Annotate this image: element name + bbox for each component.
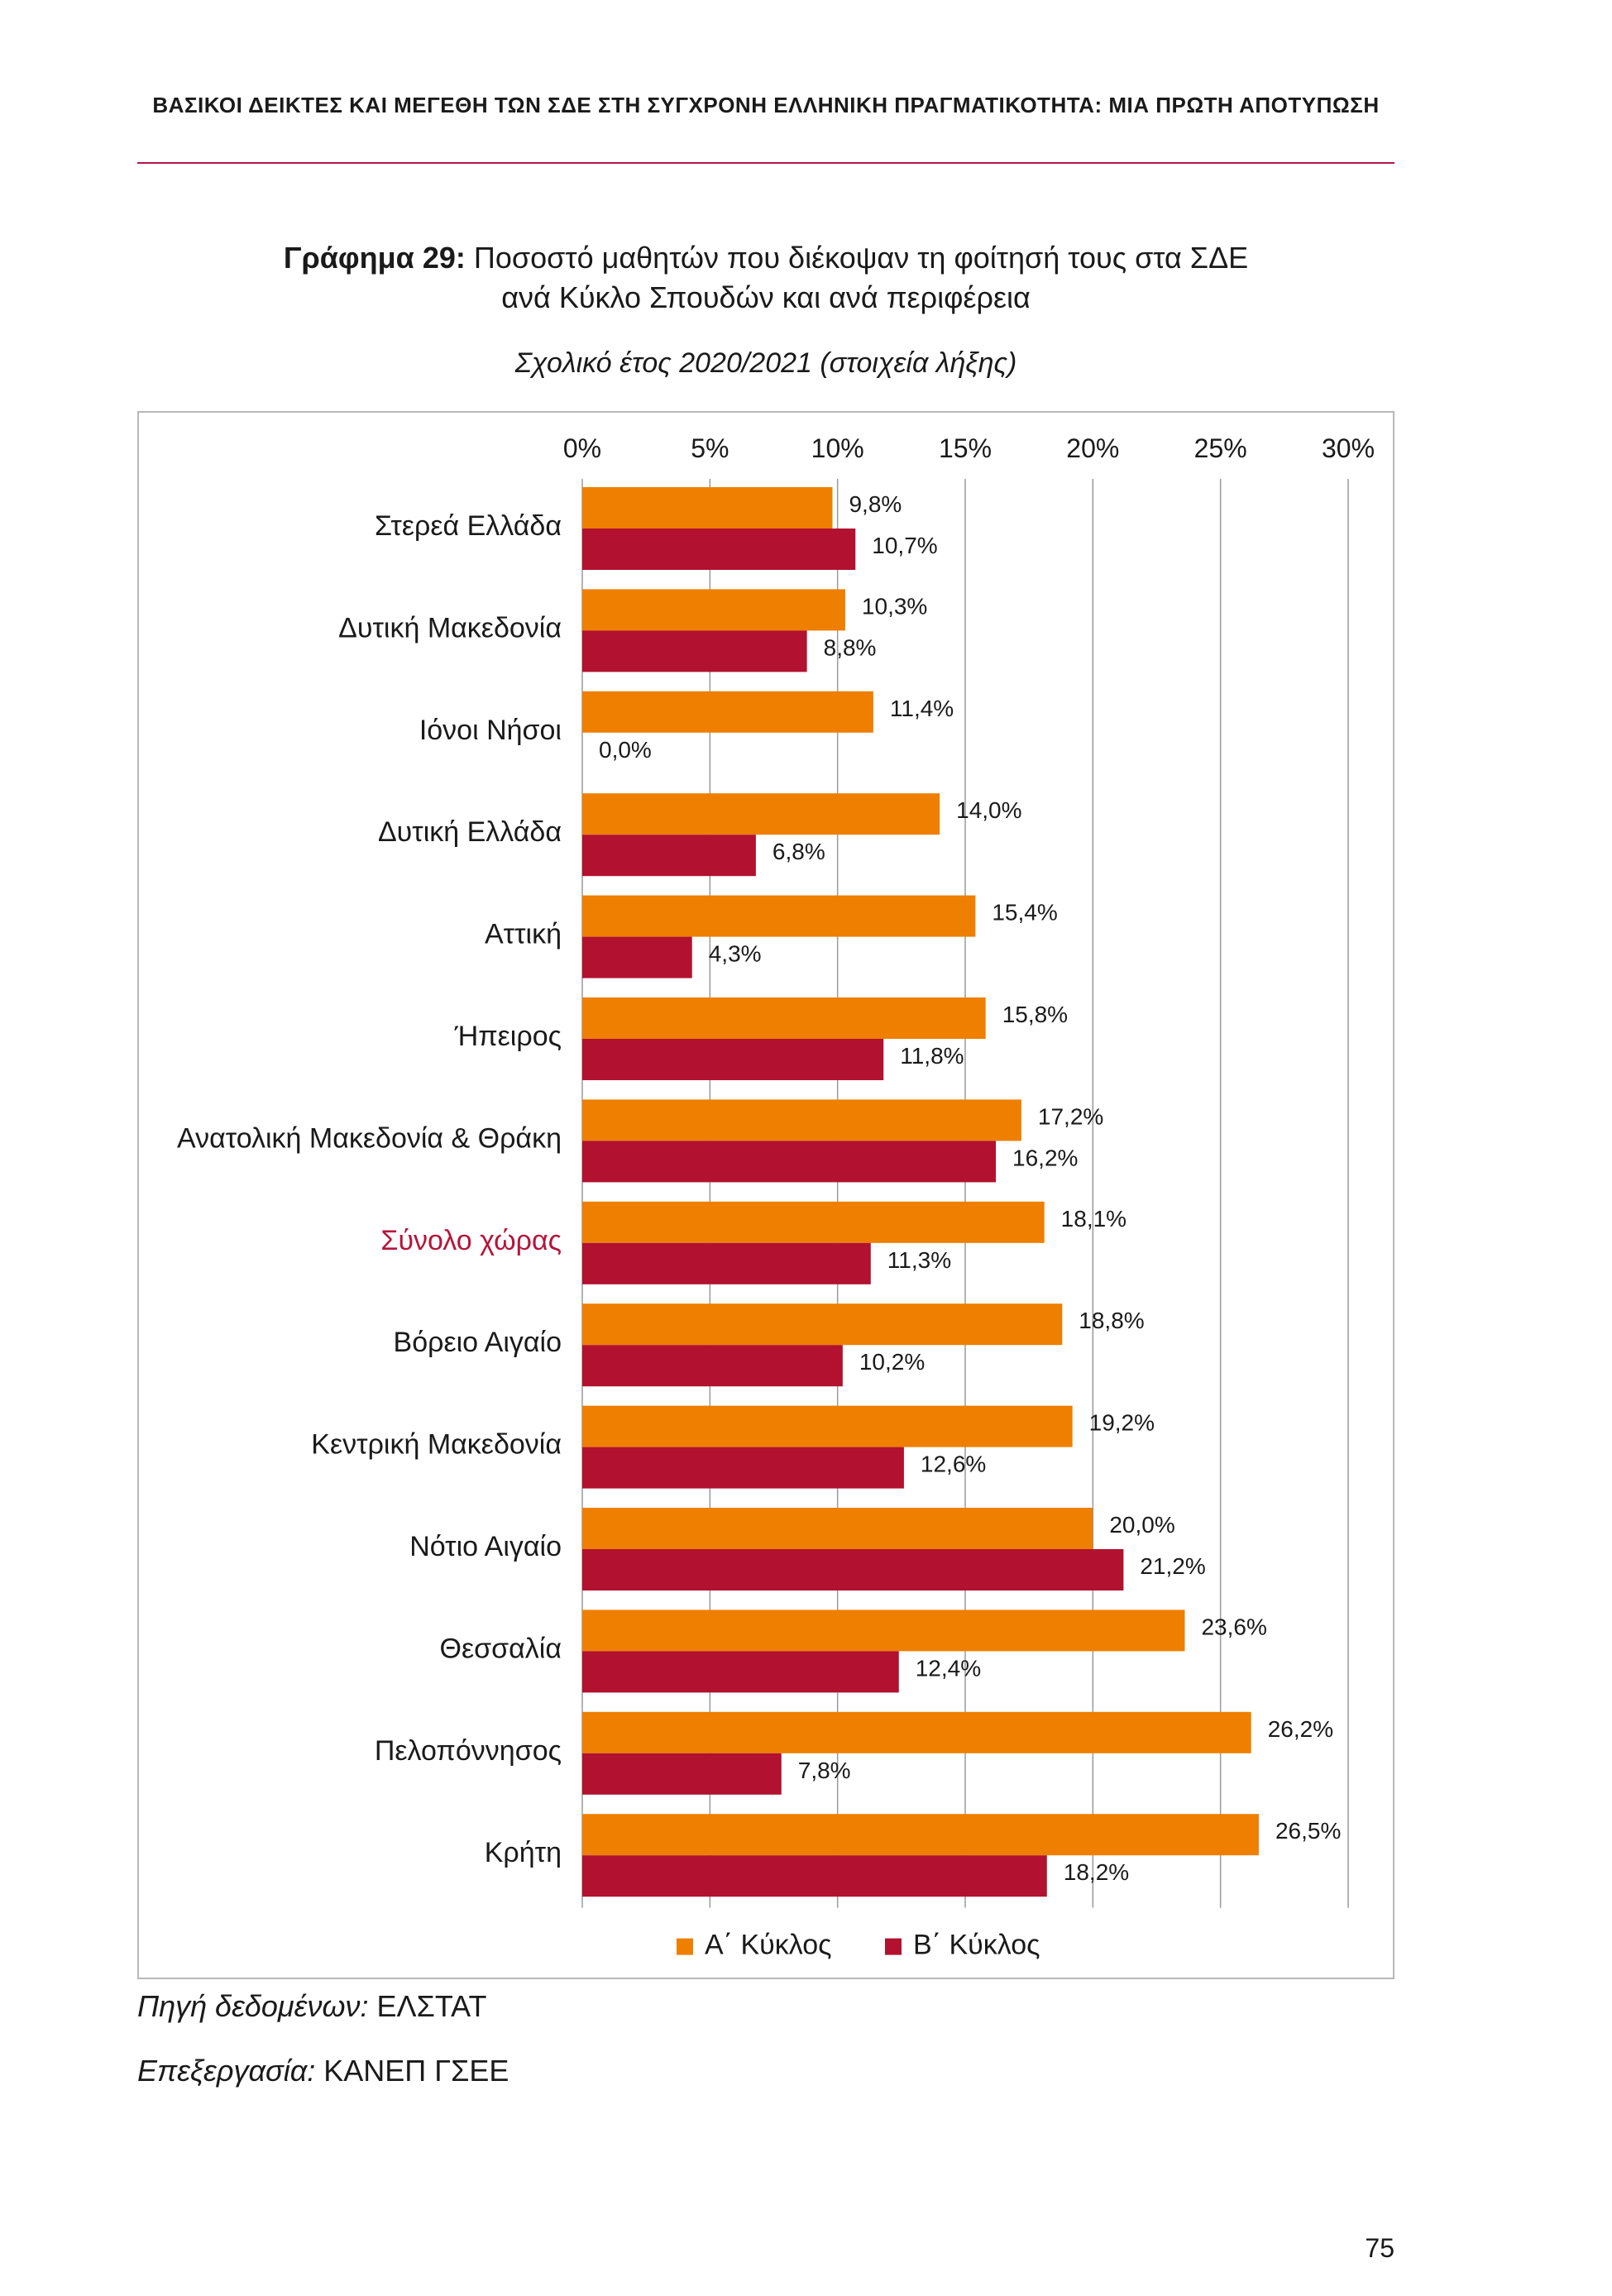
bar-cycle-a (582, 1814, 1259, 1856)
x-tick-label: 10% (811, 433, 864, 463)
data-label: 18,8% (1079, 1308, 1144, 1333)
bar-cycle-b (582, 1753, 782, 1795)
category-label: Κρήτη (485, 1837, 562, 1868)
data-label: 6,8% (773, 839, 825, 864)
legend-label: Β΄ Κύκλος (913, 1930, 1040, 1961)
category-label: Δυτική Ελλάδα (378, 816, 562, 848)
processing-label: Επεξεργασία: (137, 2054, 316, 2088)
bar-cycle-b (582, 1651, 899, 1693)
category-label: Πελοπόννησος (375, 1735, 562, 1767)
bar-cycle-b (582, 630, 807, 672)
bar-cycle-a (582, 589, 845, 631)
processing-value: ΚΑΝΕΠ ΓΣΕΕ (323, 2054, 509, 2088)
category-label: Ιόνοι Νήσοι (419, 715, 562, 746)
source-label: Πηγή δεδομένων: (137, 1989, 369, 2023)
bar-cycle-a (582, 487, 833, 529)
category-label: Ήπειρος (454, 1021, 562, 1052)
figure-title-line1: Ποσοστό μαθητών που διέκοψαν τη φοίτησή … (473, 241, 1249, 275)
figure-label: Γράφημα 29: (283, 241, 466, 275)
bar-chart: 0% 5% 10% 15% 20% 25% 30% Στερεά Ελλάδα 9,8% 10,7… (177, 433, 1375, 1961)
bar-cycle-b (582, 835, 756, 877)
data-label: 15,4% (992, 900, 1057, 926)
data-label: 10,2% (859, 1349, 925, 1375)
bar-cycle-a (582, 793, 940, 835)
data-label: 0,0% (599, 737, 652, 763)
category-label: Ανατολική Μακεδονία & Θράκη (177, 1122, 562, 1154)
data-label: 18,1% (1061, 1206, 1126, 1232)
legend-swatch (677, 1938, 693, 1955)
legend-swatch (885, 1938, 902, 1955)
data-label: 4,3% (709, 941, 762, 967)
x-tick-label: 0% (563, 433, 601, 463)
data-label: 19,2% (1089, 1410, 1155, 1436)
chart-frame: 0% 5% 10% 15% 20% 25% 30% Στερεά Ελλάδα 9,8% 10,7… (137, 411, 1394, 1979)
data-label: 16,2% (1012, 1145, 1078, 1170)
data-label: 26,2% (1268, 1716, 1333, 1742)
bar-cycle-a (582, 691, 873, 733)
bar-cycle-a (582, 895, 976, 937)
header-rule (137, 162, 1394, 164)
bar-cycle-b (582, 1549, 1124, 1590)
bar-cycle-b (582, 1345, 843, 1387)
data-label: 10,7% (872, 533, 937, 558)
bar-cycle-b (582, 1141, 997, 1183)
x-tick-label: 5% (691, 433, 729, 463)
x-tick-label: 30% (1322, 433, 1375, 463)
figure-subtitle: Σχολικό έτος 2020/2021 (στοιχεία λήξης) (514, 347, 1017, 379)
data-label: 12,6% (921, 1452, 986, 1477)
bar-cycle-a (582, 1508, 1093, 1549)
data-label: 18,2% (1064, 1859, 1129, 1885)
bar-cycle-b (582, 529, 856, 570)
data-label: 11,3% (887, 1247, 951, 1273)
data-label: 15,8% (1002, 1002, 1068, 1027)
figure-title: Γράφημα 29: Ποσοστό μαθητών που διέκοψαν… (137, 238, 1394, 318)
bar-cycle-a (582, 997, 986, 1039)
data-label: 21,2% (1140, 1553, 1205, 1579)
data-label: 20,0% (1109, 1512, 1174, 1538)
data-label: 10,3% (862, 593, 927, 619)
legend-label: Α΄ Κύκλος (705, 1930, 832, 1961)
data-label: 11,8% (900, 1043, 964, 1069)
bar-cycle-a (582, 1610, 1185, 1652)
source-value: ΕΛΣΤΑΤ (376, 1989, 487, 2023)
running-header: ΒΑΣΙΚΟΙ ΔΕΙΚΤΕΣ ΚΑΙ ΜΕΓΕΘΗ ΤΩΝ ΣΔΕ ΣΤΗ Σ… (152, 93, 1380, 117)
x-tick-label: 15% (939, 433, 992, 463)
category-label: Κεντρική Μακεδονία (311, 1429, 562, 1461)
category-label: Στερεά Ελλάδα (375, 510, 562, 542)
bar-cycle-a (582, 1405, 1073, 1447)
category-label: Βόρειο Αιγαίο (394, 1327, 562, 1358)
category-label: Νότιο Αιγαίο (409, 1531, 562, 1562)
bar-cycle-a (582, 1201, 1045, 1243)
x-tick-label: 25% (1194, 433, 1247, 463)
data-label: 11,4% (890, 696, 954, 721)
bar-cycle-b (582, 936, 692, 978)
bar-cycle-a (582, 1711, 1251, 1753)
bar-cycle-b (582, 1447, 904, 1489)
bar-cycle-a (582, 1099, 1021, 1141)
figure-title-line2: ανά Κύκλο Σπουδών και ανά περιφέρεια (501, 280, 1031, 314)
x-tick-label: 20% (1066, 433, 1119, 463)
category-label: Θεσσαλία (440, 1633, 562, 1664)
bar-cycle-b (582, 1242, 871, 1284)
data-label: 23,6% (1201, 1614, 1266, 1639)
data-label: 12,4% (916, 1655, 981, 1681)
source-note: Πηγή δεδομένων: ΕΛΣΤΑΤ (137, 1989, 486, 2024)
data-label: 7,8% (798, 1758, 851, 1783)
data-label: 26,5% (1275, 1818, 1341, 1844)
category-label: Δυτική Μακεδονία (338, 612, 562, 643)
data-label: 17,2% (1038, 1103, 1103, 1129)
bar-cycle-b (582, 1039, 884, 1080)
page-number: 75 (1365, 2233, 1394, 2263)
category-label: Σύνολο χώρας (380, 1225, 562, 1256)
bar-cycle-b (582, 1855, 1047, 1897)
category-label: Αττική (485, 919, 562, 950)
bar-cycle-a (582, 1303, 1063, 1346)
data-label: 14,0% (956, 797, 1021, 823)
data-label: 9,8% (849, 491, 902, 517)
processing-note: Επεξεργασία: ΚΑΝΕΠ ΓΣΕΕ (137, 2054, 509, 2088)
data-label: 8,8% (824, 634, 877, 660)
